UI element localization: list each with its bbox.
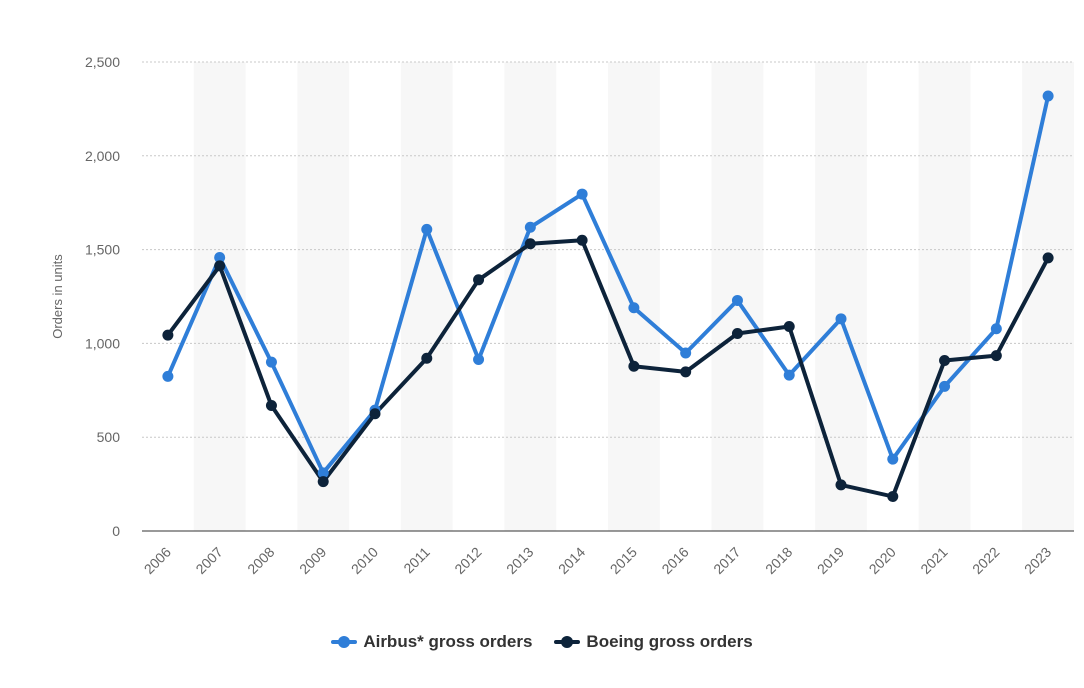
x-tick-label: 2015 <box>607 544 640 577</box>
data-point[interactable] <box>265 399 277 411</box>
x-tick-label: 2018 <box>762 544 795 577</box>
x-tick-label: 2022 <box>969 544 1002 577</box>
y-tick-label: 2,000 <box>85 148 120 164</box>
data-point[interactable] <box>265 356 277 368</box>
data-point[interactable] <box>317 476 329 488</box>
data-point[interactable] <box>421 223 433 235</box>
legend-label-airbus: Airbus* gross orders <box>363 632 533 651</box>
x-tick-label: 2013 <box>503 544 536 577</box>
data-point[interactable] <box>162 329 174 341</box>
data-point[interactable] <box>473 274 485 286</box>
column-band <box>918 62 971 531</box>
column-band <box>1022 62 1074 531</box>
data-point[interactable] <box>731 327 743 339</box>
data-point[interactable] <box>680 366 692 378</box>
data-point[interactable] <box>835 479 847 491</box>
data-point[interactable] <box>990 350 1002 362</box>
x-tick-label: 2006 <box>141 544 174 577</box>
data-point[interactable] <box>680 347 692 359</box>
x-tick-label: 2012 <box>451 544 484 577</box>
x-tick-label: 2019 <box>814 544 847 577</box>
y-tick-label: 2,500 <box>85 54 120 70</box>
y-tick-label: 500 <box>97 429 121 445</box>
y-tick-label: 1,500 <box>85 242 120 258</box>
data-point[interactable] <box>421 352 433 364</box>
data-point[interactable] <box>524 238 536 250</box>
y-tick-label: 0 <box>112 523 120 539</box>
data-point[interactable] <box>1042 90 1054 102</box>
data-point[interactable] <box>628 302 640 314</box>
data-point[interactable] <box>162 370 174 382</box>
legend-swatch-airbus <box>331 635 358 649</box>
column-band <box>815 62 867 531</box>
x-tick-label: 2011 <box>400 544 433 577</box>
data-point[interactable] <box>576 234 588 246</box>
legend-item-boeing[interactable]: Boeing gross orders <box>554 632 753 652</box>
series-line-0 <box>165 94 1051 475</box>
x-tick-label: 2021 <box>917 544 950 577</box>
data-point[interactable] <box>887 453 899 465</box>
column-band <box>504 62 557 531</box>
x-tick-label: 2014 <box>555 544 588 577</box>
column-band <box>608 62 660 531</box>
data-point[interactable] <box>939 354 951 366</box>
x-tick-label: 2016 <box>658 544 691 577</box>
series-line-1 <box>165 238 1051 499</box>
legend-item-airbus[interactable]: Airbus* gross orders <box>331 632 532 652</box>
data-point[interactable] <box>887 490 899 502</box>
y-tick-label: 1,000 <box>85 335 120 351</box>
data-point[interactable] <box>524 221 536 233</box>
x-tick-label: 2010 <box>348 544 381 577</box>
data-point[interactable] <box>731 294 743 306</box>
data-point[interactable] <box>990 323 1002 335</box>
legend-label-boeing: Boeing gross orders <box>586 632 753 651</box>
data-point[interactable] <box>783 369 795 381</box>
data-point[interactable] <box>835 313 847 325</box>
data-point[interactable] <box>576 188 588 200</box>
x-tick-label: 2009 <box>296 544 329 577</box>
legend-swatch-boeing <box>554 635 581 649</box>
data-point[interactable] <box>317 467 329 479</box>
data-point[interactable] <box>214 251 226 263</box>
data-point[interactable] <box>783 321 795 333</box>
data-point[interactable] <box>473 354 485 366</box>
data-point[interactable] <box>369 408 381 420</box>
y-axis-title: Orders in units <box>50 254 65 339</box>
data-point[interactable] <box>1042 252 1054 264</box>
x-tick-label: 2020 <box>866 544 899 577</box>
x-tick-label: 2008 <box>244 544 277 577</box>
data-point[interactable] <box>939 380 951 392</box>
data-point[interactable] <box>214 260 226 272</box>
x-tick-label: 2017 <box>710 544 743 577</box>
data-point[interactable] <box>628 360 640 372</box>
x-tick-label: 2007 <box>192 544 225 577</box>
x-tick-label: 2023 <box>1021 544 1054 577</box>
chart-legend: Airbus* gross orders Boeing gross orders <box>0 632 1084 652</box>
